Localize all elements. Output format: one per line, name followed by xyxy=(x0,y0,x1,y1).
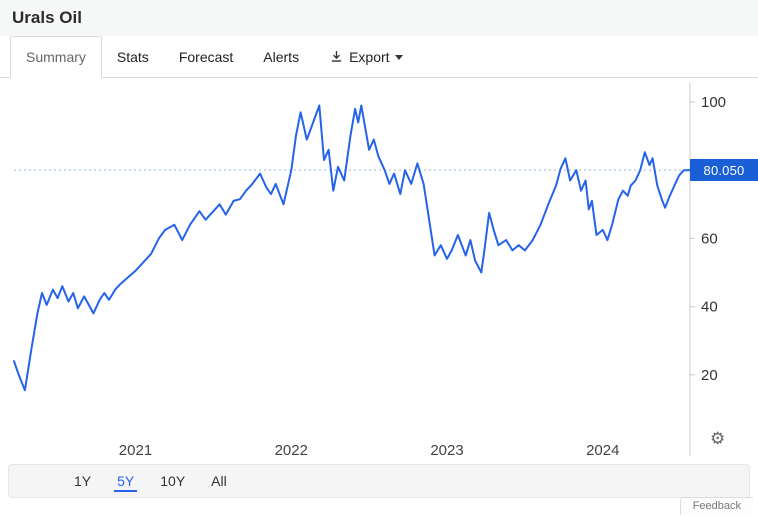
tab-forecast-label: Forecast xyxy=(178,48,234,65)
x-tick-label: 2022 xyxy=(275,442,308,459)
tab-bar: Summary Stats Forecast Alerts Export xyxy=(0,36,758,78)
tab-stats-label: Stats xyxy=(116,48,149,65)
tab-export-label: Export xyxy=(349,48,390,65)
y-tick-label: 40 xyxy=(701,299,718,316)
price-chart[interactable]: 20 40 60 100 2021 2022 2023 2024 xyxy=(0,78,758,460)
range-button-all[interactable]: All xyxy=(211,473,227,489)
tab-summary-label: Summary xyxy=(26,49,86,65)
range-button-5y[interactable]: 5Y xyxy=(114,470,138,492)
header: Urals Oil xyxy=(0,0,758,36)
range-selector: 1Y 5Y 10Y All xyxy=(8,464,750,498)
tab-alerts-label: Alerts xyxy=(263,48,300,65)
feedback-link[interactable]: Feedback xyxy=(679,497,753,515)
range-button-1y[interactable]: 1Y xyxy=(74,473,92,489)
download-icon xyxy=(329,49,344,64)
current-price-badge: 80.050 xyxy=(690,159,758,182)
tab-forecast[interactable]: Forecast xyxy=(164,36,248,77)
y-tick-label: 60 xyxy=(701,230,718,247)
y-tick-label: 20 xyxy=(701,367,718,384)
tab-summary[interactable]: Summary xyxy=(10,36,102,78)
tab-export[interactable]: Export xyxy=(314,36,417,77)
tab-alerts[interactable]: Alerts xyxy=(248,36,314,77)
range-button-10y[interactable]: 10Y xyxy=(160,473,186,489)
y-tick-label: 100 xyxy=(701,94,726,111)
price-line-series xyxy=(13,104,691,392)
x-tick-label: 2021 xyxy=(119,442,152,459)
chevron-down-icon xyxy=(394,55,403,60)
gear-icon[interactable]: ⚙ xyxy=(710,429,726,448)
page-title: Urals Oil xyxy=(12,8,82,27)
chart-container: 20 40 60 100 2021 2022 2023 2024 80.050 ⚙ xyxy=(0,78,758,460)
x-tick-label: 2024 xyxy=(586,442,619,459)
x-tick-label: 2023 xyxy=(430,442,463,459)
tab-stats[interactable]: Stats xyxy=(102,36,164,77)
